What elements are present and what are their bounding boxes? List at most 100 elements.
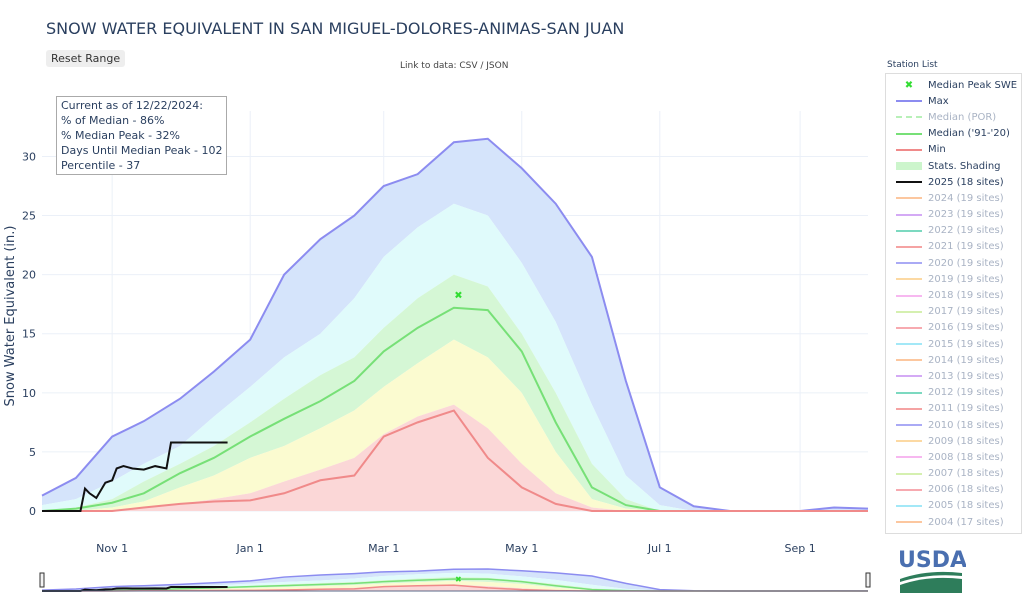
legend-label: 2021 (19 sites) [928,241,1004,253]
legend-label: 2011 (19 sites) [928,403,1004,415]
y-axis-label: Snow Water Equivalent (in.) [3,226,18,407]
legend-label: 2025 (18 sites) [928,176,1004,188]
legend-swatch [896,310,922,313]
band-min-p10 [42,584,868,591]
legend-label: 2005 (18 sites) [928,500,1004,512]
legend-item[interactable]: 2018 (19 sites) [886,287,1021,303]
legend-label: 2007 (18 sites) [928,468,1004,480]
legend-item[interactable]: 2016 (19 sites) [886,320,1021,336]
legend-label: 2004 (17 sites) [928,516,1004,528]
range-slider-handle[interactable] [865,572,871,588]
y-tick-label: 0 [29,505,36,518]
data-link[interactable]: Link to data: CSV / JSON [400,61,509,71]
legend-label: Median ('91-'20) [928,128,1010,140]
legend-swatch [896,521,922,524]
legend-item[interactable]: Median ('91-'20) [886,126,1021,142]
legend-swatch [896,488,922,491]
legend-label: 2016 (19 sites) [928,322,1004,334]
legend-item[interactable]: ✖ Median Peak SWE [886,77,1021,93]
legend-swatch [896,294,922,297]
legend-item[interactable]: 2021 (19 sites) [886,239,1021,255]
band-p10-p30 [42,339,868,511]
x-tick-label: Sep 1 [784,542,815,555]
legend-swatch [896,148,922,151]
range-slider-handle[interactable] [39,572,45,588]
legend-item[interactable]: 2006 (18 sites) [886,482,1021,498]
wy2025-line [42,585,228,592]
legend-item[interactable]: 2007 (18 sites) [886,466,1021,482]
legend-swatch [896,407,922,410]
legend-item[interactable]: 2020 (19 sites) [886,255,1021,271]
legend-swatch [896,213,922,216]
usda-logo-text: USDA [898,548,966,573]
legend-item[interactable]: 2024 (19 sites) [886,190,1021,206]
y-tick-label: 30 [22,150,36,163]
legend-swatch [896,375,922,378]
legend-label: 2017 (19 sites) [928,306,1004,318]
current-stats-box: Current as of 12/22/2024: % of Median - … [56,96,228,175]
legend-label: Median Peak SWE [928,79,1018,91]
band-p30-p70 [42,577,868,591]
legend-item[interactable]: 2008 (18 sites) [886,449,1021,465]
band-p70-p90 [42,203,868,511]
wy2025-line [42,441,228,512]
legend-item[interactable]: Median (POR) [886,109,1021,125]
legend-label: Min [928,144,946,156]
legend-swatch [896,359,922,362]
legend-swatch [896,197,922,200]
legend-title: Station List [887,60,938,70]
legend-swatch [896,278,922,281]
legend-item[interactable]: 2011 (19 sites) [886,401,1021,417]
legend-label: Median (POR) [928,111,997,123]
legend-item[interactable]: 2019 (19 sites) [886,271,1021,287]
legend-label: 2023 (19 sites) [928,209,1004,221]
legend-swatch [896,262,922,265]
min-line [42,409,868,512]
legend-label: 2010 (18 sites) [928,419,1004,431]
legend-swatch [896,326,922,329]
legend-item[interactable]: 2005 (18 sites) [886,498,1021,514]
legend-item[interactable]: Min [886,142,1021,158]
legend-swatch [896,229,922,232]
legend-item[interactable]: 2013 (19 sites) [886,368,1021,384]
info-line: % Median Peak - 32% [61,129,180,142]
legend-item[interactable]: 2025 (18 sites) [886,174,1021,190]
legend-item[interactable]: Stats. Shading [886,158,1021,174]
x-tick-label: Jul 1 [647,542,672,555]
legend-item[interactable]: 2004 (17 sites) [886,514,1021,530]
info-line: Days Until Median Peak - 102 [61,144,223,157]
legend-swatch [896,456,922,459]
legend-item[interactable]: 2014 (19 sites) [886,352,1021,368]
band-min-p10 [42,404,868,511]
legend-label: 2018 (19 sites) [928,290,1004,302]
y-tick-label: 20 [22,269,36,282]
legend-item[interactable]: Max [886,93,1021,109]
info-line: Percentile - 37 [61,159,141,172]
legend-swatch [896,472,922,475]
legend-item[interactable]: 2010 (18 sites) [886,417,1021,433]
legend-item[interactable]: 2023 (19 sites) [886,207,1021,223]
x-tick-label: Nov 1 [96,542,128,555]
band-p90-max [42,138,868,511]
legend-item[interactable]: 2022 (19 sites) [886,223,1021,239]
legend-swatch [896,504,922,507]
legend-swatch [896,424,922,427]
legend-swatch [896,245,922,248]
y-tick-label: 10 [22,387,36,400]
legend-label: 2013 (19 sites) [928,370,1004,382]
legend-label: 2014 (19 sites) [928,354,1004,366]
legend-item[interactable]: 2012 (19 sites) [886,385,1021,401]
legend-item[interactable]: 2015 (19 sites) [886,336,1021,352]
legend-swatch [896,181,922,184]
reset-range-button[interactable]: Reset Range [46,50,126,67]
legend-swatch [896,116,922,119]
info-line: % of Median - 86% [61,114,165,127]
legend-item[interactable]: 2009 (18 sites) [886,433,1021,449]
legend-label: 2024 (19 sites) [928,192,1004,204]
x-tick-label: Mar 1 [368,542,399,555]
legend-item[interactable]: 2017 (19 sites) [886,304,1021,320]
chart-title: SNOW WATER EQUIVALENT IN SAN MIGUEL-DOLO… [46,19,625,38]
info-line: Current as of 12/22/2024: [61,99,203,112]
legend-label: 2020 (19 sites) [928,257,1004,269]
